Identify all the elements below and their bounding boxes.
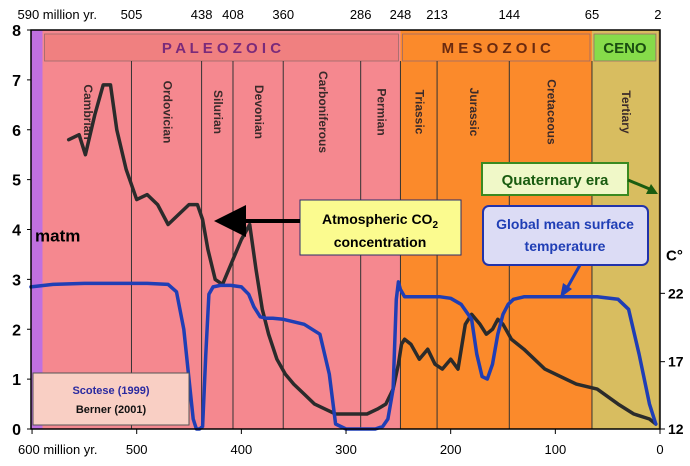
period-labels: Cambrian Ordovician Silurian Devonian Carbon…	[81, 71, 633, 153]
recent-strip	[657, 30, 660, 429]
left-axis-tick-label: 2	[12, 322, 21, 339]
period-label: Jurassic	[467, 88, 481, 137]
temperature-callout: Global mean surface temperature	[482, 205, 649, 298]
co2-callout: Atmospheric CO2 concentration	[214, 199, 462, 256]
pre-cambrian-strip	[31, 30, 43, 429]
left-axis-tick-label: 4	[12, 223, 21, 240]
bottom-axis-tick-label: 500	[126, 442, 148, 457]
co2-series-line	[66, 83, 658, 426]
left-axis-tick-label: 3	[12, 272, 21, 289]
era-label-box	[593, 33, 657, 62]
quaternary-callout-arrowhead	[646, 184, 658, 194]
right-axis-label: C°	[666, 247, 683, 264]
source-box: Scotese (1999) Berner (2001)	[32, 372, 190, 426]
era-label: M E S O Z O I C	[442, 40, 551, 57]
top-axis-tick-label: 286	[350, 7, 372, 22]
era-labels: P A L E O Z O I C M E S O Z O I C CENO	[44, 33, 657, 62]
period-label: Silurian	[211, 90, 225, 134]
period-label: Tertiary	[619, 90, 633, 133]
bottom-axis-tick-label: 0	[656, 442, 663, 457]
source-berner: Berner (2001)	[76, 404, 147, 416]
period-label: Cretaceous	[544, 79, 558, 145]
period-label: Permian	[374, 88, 388, 135]
top-axis-tick-label: 248	[390, 7, 412, 22]
temperature-callout-line1: Global mean surface	[496, 216, 634, 232]
top-axis-tick-label: 505	[121, 7, 143, 22]
co2-callout-line2: concentration	[334, 234, 427, 250]
top-axis-tick-label: 65	[585, 7, 599, 22]
quaternary-callout-box	[481, 162, 629, 196]
period-label: Devonian	[252, 85, 266, 139]
source-scotese: Scotese (1999)	[72, 385, 149, 397]
left-axis-tick-label: 1	[12, 372, 21, 389]
top-axis-tick-label: 590 million yr.	[18, 7, 97, 22]
era-label: P A L E O Z O I C	[162, 40, 281, 57]
period-label: Triassic	[413, 90, 427, 135]
temperature-callout-arrowhead	[560, 283, 572, 298]
quaternary-callout: Quaternary era	[481, 162, 658, 196]
bottom-axis-tick-label: 200	[440, 442, 462, 457]
temperature-callout-arrow-shaft	[564, 264, 582, 291]
left-axis-tick-label: 5	[12, 173, 21, 190]
bottom-axis-tick-label: 300	[335, 442, 357, 457]
left-axis-label: matm	[35, 226, 80, 245]
axes: 590 million yr. 505 438 408 360 286 248 213 144 6…	[12, 7, 684, 457]
co2-callout-line1: Atmospheric CO2	[322, 211, 438, 231]
bottom-axis-tick-label: 400	[231, 442, 253, 457]
top-axis-tick-label: 408	[222, 7, 244, 22]
left-axis-tick-label: 6	[12, 123, 21, 140]
bottom-axis-tick-label: 600 million yr.	[18, 442, 97, 457]
right-axis-tick-label: 12	[668, 421, 684, 437]
left-axis-tick-label: 0	[12, 422, 21, 439]
temperature-callout-line2: temperature	[525, 238, 606, 254]
era-label-box	[44, 33, 399, 62]
temperature-callout-box	[482, 205, 649, 266]
right-axis-tick-label: 17	[668, 354, 684, 370]
era-label-box	[402, 33, 591, 62]
period-label: Carboniferous	[316, 71, 330, 153]
quaternary-callout-arrow-shaft	[627, 178, 653, 192]
period-label: Ordovician	[160, 81, 174, 144]
co2-callout-box	[299, 199, 462, 256]
top-axis-tick-label: 360	[272, 7, 294, 22]
source-box-frame	[32, 372, 190, 426]
period-label: Cambrian	[81, 84, 95, 139]
bottom-axis-tick-label: 100	[544, 442, 566, 457]
quaternary-callout-text: Quaternary era	[502, 172, 609, 189]
era-label: CENO	[603, 40, 647, 57]
top-axis-tick-label: 2	[654, 7, 661, 22]
top-axis-tick-label: 438	[191, 7, 213, 22]
left-axis-tick-label: 8	[12, 23, 21, 40]
left-axis-tick-label: 7	[12, 73, 21, 90]
top-axis-tick-label: 213	[426, 7, 448, 22]
right-axis-tick-label: 22	[668, 285, 684, 301]
top-axis-tick-label: 144	[498, 7, 520, 22]
